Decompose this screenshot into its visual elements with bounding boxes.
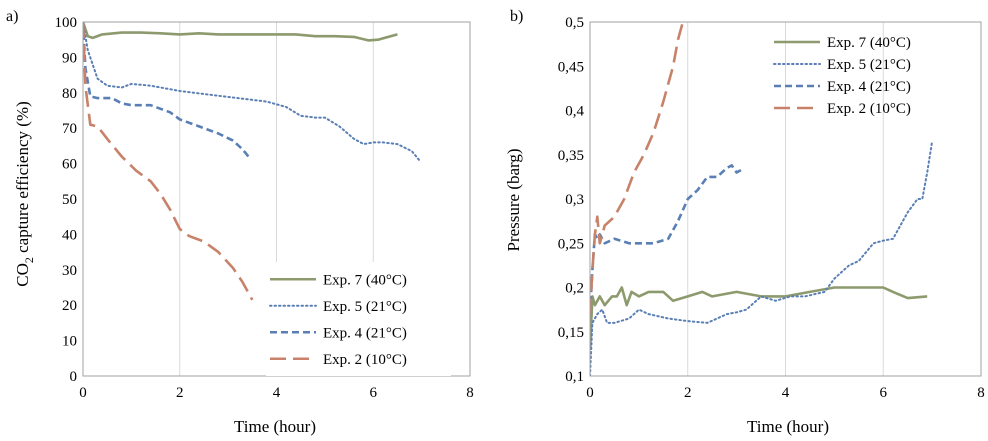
y-axis-label-rest: capture efficiency (%) [13, 101, 32, 257]
panel-label: b) [510, 8, 523, 25]
y-tick-label: 20 [62, 298, 77, 314]
y-tick-label: 50 [62, 192, 77, 208]
y-tick-label: 0,2 [565, 281, 584, 297]
y-tick-label: 0,5 [565, 15, 584, 31]
series-group [590, 22, 934, 376]
y-tick-label: 0,45 [558, 59, 584, 75]
y-axis-label-subscript: 2 [22, 257, 36, 263]
legend-label: Exp. 2 (10°C) [323, 352, 407, 368]
y-tick-label: 60 [62, 157, 77, 173]
x-tick-label: 4 [782, 385, 790, 401]
series-line [590, 286, 928, 350]
x-tick-label: 4 [273, 385, 281, 401]
legend-label: Exp. 5 (21°C) [827, 57, 911, 73]
y-tick-label: 0,4 [565, 104, 584, 120]
y-tick-label: 100 [55, 15, 78, 31]
legend-label: Exp. 2 (10°C) [827, 101, 911, 117]
series-line [590, 140, 934, 376]
x-tick-label: 8 [977, 385, 985, 401]
y-tick-label: 0,1 [565, 369, 584, 385]
x-tick-label: 0 [79, 385, 87, 401]
y-tick-labels: 0 10 20 30 40 50 60 70 80 90 100 [55, 15, 78, 385]
series-line [590, 22, 685, 315]
y-tick-label: 0,35 [558, 148, 584, 164]
y-tick-label: 30 [62, 263, 77, 279]
series-line [83, 22, 421, 162]
x-tick-label: 2 [684, 385, 692, 401]
y-tick-label: 0 [70, 369, 78, 385]
legend-label: Exp. 4 (21°C) [827, 79, 911, 95]
legend-label: Exp. 7 (40°C) [323, 272, 407, 288]
chart-panel-b: 0 2 4 6 8 0,1 0,15 0,2 0,25 0,3 0,35 0,4 0,45 0,5 b)… [504, 8, 985, 436]
y-axis-label: Pressure (barg) [504, 148, 523, 251]
y-tick-label: 80 [62, 86, 77, 102]
x-tick-label: 6 [370, 385, 378, 401]
plot-frame [589, 21, 982, 377]
y-tick-label: 0,25 [558, 236, 584, 252]
y-axis-label-main: CO [13, 263, 32, 287]
y-tick-label: 40 [62, 227, 77, 243]
y-axis-label: CO2 capture efficiency (%) [13, 101, 36, 287]
x-axis-label: Time (hour) [747, 417, 829, 436]
x-tick-label: 8 [466, 385, 474, 401]
y-tick-label: 10 [62, 334, 77, 350]
legend: Exp. 7 (40°C) Exp. 5 (21°C) Exp. 4 (21°C) E… [773, 35, 911, 117]
series-line [83, 22, 251, 160]
x-tick-label: 0 [586, 385, 594, 401]
y-tick-label: 90 [62, 50, 77, 66]
y-tick-label: 0,3 [565, 192, 584, 208]
series-line [83, 22, 254, 301]
legend-label: Exp. 4 (21°C) [323, 325, 407, 341]
series-group [83, 22, 421, 301]
legend-background [266, 262, 451, 376]
x-tick-labels: 0 2 4 6 8 [79, 385, 474, 401]
series-line [83, 22, 398, 42]
x-tick-label: 2 [176, 385, 184, 401]
legend-label: Exp. 7 (40°C) [827, 35, 911, 51]
x-axis-label: Time (hour) [234, 417, 316, 436]
x-gridlines [687, 22, 884, 376]
x-tick-labels: 0 2 4 6 8 [586, 385, 985, 401]
legend-label: Exp. 5 (21°C) [323, 299, 407, 315]
panel-label: a) [6, 8, 18, 25]
y-tick-label: 0,15 [558, 325, 584, 341]
y-tick-label: 70 [62, 121, 77, 137]
legend: Exp. 7 (40°C) Exp. 5 (21°C) Exp. 4 (21°C) E… [266, 262, 451, 376]
chart-panel-a: 0 2 4 6 8 0 10 20 30 40 50 60 70 80 90 100 a) Time (ho… [6, 8, 474, 436]
series-line [590, 164, 743, 315]
y-tick-labels: 0,1 0,15 0,2 0,25 0,3 0,35 0,4 0,45 0,5 [558, 15, 585, 385]
x-tick-label: 6 [880, 385, 888, 401]
